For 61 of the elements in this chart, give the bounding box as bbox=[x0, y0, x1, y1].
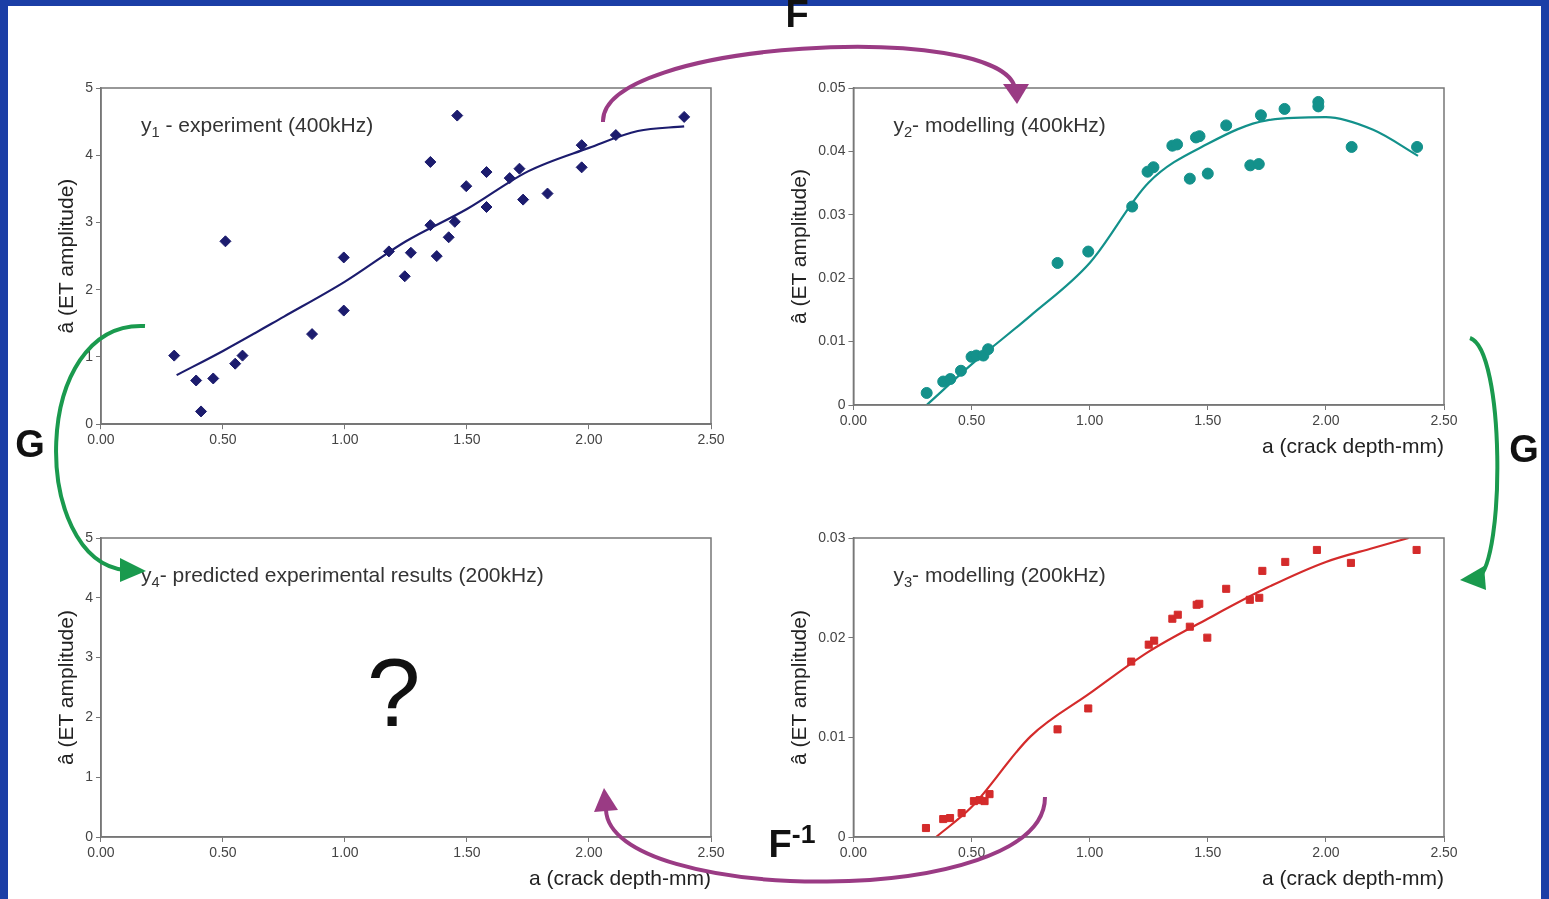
y-tick-label: 0 bbox=[85, 415, 94, 432]
y-tick-label: 0.01 bbox=[818, 728, 846, 745]
y-tick-label: 0 bbox=[837, 395, 846, 412]
x-tick-label: 1.00 bbox=[331, 431, 359, 448]
x-tick-label: 0.50 bbox=[957, 412, 986, 429]
x-tick-label: 2.00 bbox=[575, 431, 603, 448]
text: F$^{-1}$ bbox=[768, 819, 816, 865]
x-tick-label: 0.50 bbox=[209, 844, 237, 861]
text: G bbox=[1509, 428, 1539, 470]
y-tick-label: 0.04 bbox=[818, 142, 846, 159]
x-tick-label: 1.50 bbox=[453, 844, 481, 861]
text: G bbox=[15, 423, 45, 465]
text: y$_{3}$- modelling (200kHz) bbox=[893, 563, 1106, 591]
annotation: ? bbox=[367, 638, 421, 746]
y-axis-title: â (ET amplitude) bbox=[54, 178, 78, 334]
y-tick-label: 2 bbox=[85, 280, 94, 297]
x-tick-label: 1.50 bbox=[453, 431, 481, 448]
x-tick-label: 2.50 bbox=[1430, 412, 1458, 429]
y-tick-label: 5 bbox=[85, 78, 94, 95]
x-tick-label: 0.50 bbox=[957, 844, 986, 861]
y-tick-label: 3 bbox=[85, 213, 94, 230]
text: y$_{1}$ - experiment (400kHz) bbox=[140, 113, 374, 141]
text: F bbox=[785, 0, 809, 35]
y-axis-title: â (ET amplitude) bbox=[54, 610, 78, 765]
y-tick-label: 0.02 bbox=[818, 269, 846, 286]
x-tick-label: 2.00 bbox=[1312, 412, 1340, 429]
y-tick-label: 0.02 bbox=[818, 628, 846, 645]
y-tick-label: 0.03 bbox=[818, 528, 846, 545]
x-tick-label: 2.50 bbox=[1430, 844, 1458, 861]
y-tick-label: 5 bbox=[85, 528, 94, 545]
x-axis-title: a (crack depth-mm) bbox=[1261, 434, 1444, 458]
x-tick-label: 0.00 bbox=[839, 844, 868, 861]
x-tick-label: 2.50 bbox=[697, 431, 725, 448]
y-tick-label: 2 bbox=[85, 708, 94, 725]
y-axis-title: â (ET amplitude) bbox=[787, 610, 811, 765]
x-tick-label: 1.00 bbox=[1076, 844, 1104, 861]
text: y$_{2}$- modelling (400kHz) bbox=[893, 113, 1106, 141]
x-tick-label: 2.50 bbox=[697, 844, 725, 861]
y-tick-label: 1 bbox=[85, 768, 94, 785]
x-tick-label: 1.00 bbox=[331, 844, 359, 861]
y-tick-label: 4 bbox=[85, 588, 94, 605]
y-tick-label: 4 bbox=[85, 146, 94, 163]
x-tick-label: 2.00 bbox=[1312, 844, 1340, 861]
x-tick-label: 1.50 bbox=[1194, 844, 1222, 861]
x-tick-label: 0.00 bbox=[839, 412, 868, 429]
x-tick-label: 0.00 bbox=[87, 431, 115, 448]
x-axis-title: a (crack depth-mm) bbox=[528, 866, 711, 890]
y-tick-label: 0.05 bbox=[818, 78, 846, 95]
y-tick-label: 0 bbox=[837, 827, 846, 844]
y-tick-label: 0.01 bbox=[818, 332, 846, 349]
x-tick-label: 1.00 bbox=[1076, 412, 1104, 429]
y-tick-label: 3 bbox=[85, 648, 94, 665]
y-tick-label: 0 bbox=[85, 827, 94, 844]
x-tick-label: 2.00 bbox=[575, 844, 603, 861]
y-axis-title: â (ET amplitude) bbox=[787, 169, 811, 324]
x-axis-title: a (crack depth-mm) bbox=[1261, 866, 1444, 890]
x-tick-label: 0.50 bbox=[209, 431, 237, 448]
text: y$_{4}$- predicted experimental results (200kHz) bbox=[140, 563, 544, 591]
x-tick-label: 1.50 bbox=[1194, 412, 1222, 429]
y-tick-label: 0.03 bbox=[818, 205, 846, 222]
x-tick-label: 0.00 bbox=[87, 844, 115, 861]
